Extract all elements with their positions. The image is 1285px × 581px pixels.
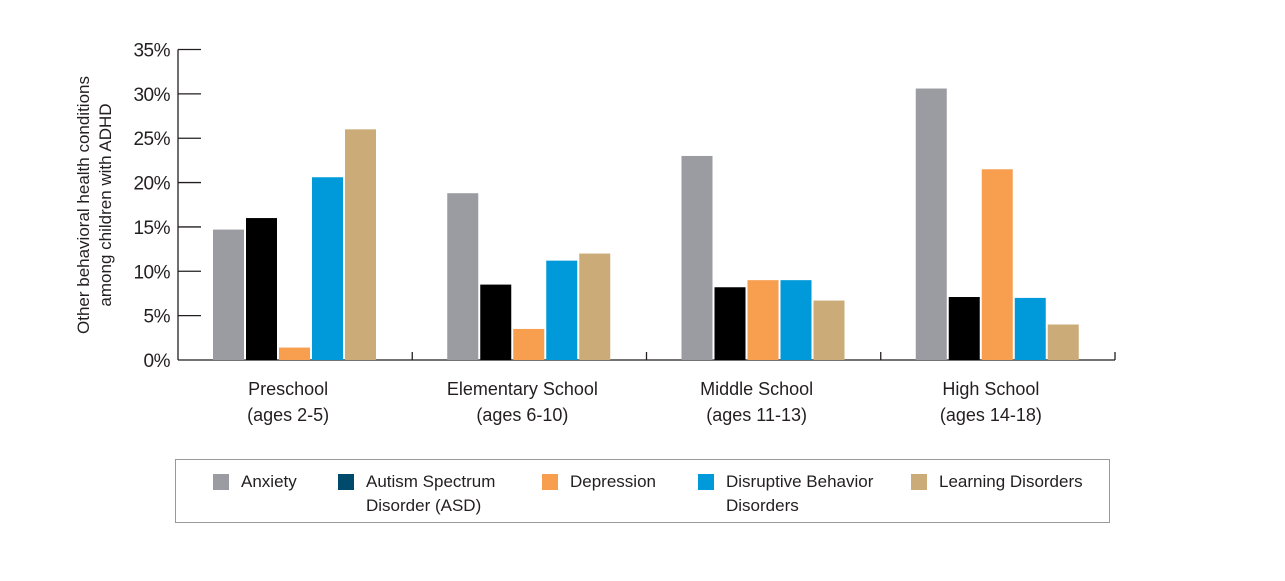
bar-2-3: [981, 169, 1013, 360]
y-tick-label: 25%: [133, 129, 170, 150]
x-category-label: Preschool: [248, 379, 328, 399]
bar-2-0: [279, 347, 310, 360]
bar-0-0: [213, 229, 244, 360]
bar-2-2: [747, 280, 779, 360]
legend-item-asd: Autism Spectrum Disorder (ASD): [338, 470, 495, 518]
bar-3-3: [1014, 297, 1046, 360]
x-category-label: (ages 11-13): [706, 405, 807, 425]
x-category-label: Elementary School: [447, 379, 598, 399]
bar-0-3: [915, 88, 947, 360]
legend-item-anxiety: Anxiety: [213, 470, 297, 494]
legend-label: Disruptive Behavior Disorders: [726, 472, 874, 515]
x-category-label: (ages 6-10): [476, 405, 568, 425]
bar-1-3: [948, 297, 980, 360]
bar-4-0: [345, 129, 376, 360]
bar-0-1: [447, 193, 479, 360]
legend-swatch-asd: [338, 474, 354, 490]
legend-label: Autism Spectrum Disorder (ASD): [366, 472, 496, 515]
y-axis-label-line: Other behavioral health conditions: [74, 76, 93, 334]
bar-1-2: [714, 287, 746, 360]
legend-swatch-anxiety: [213, 474, 229, 490]
legend-label: Depression: [570, 472, 656, 491]
y-tick-label: 35%: [133, 41, 170, 62]
bar-1-1: [480, 284, 512, 360]
legend-label: Anxiety: [241, 472, 297, 491]
legend-swatch-depression: [542, 474, 558, 490]
x-category-label: (ages 2-5): [247, 405, 329, 425]
y-tick-label: 30%: [133, 85, 170, 106]
legend-swatch-disruptive: [698, 474, 714, 490]
legend-swatch-learning: [911, 474, 927, 490]
legend: Anxiety Autism Spectrum Disorder (ASD) D…: [175, 459, 1110, 523]
y-axis-label-line: among children with ADHD: [96, 103, 115, 306]
y-tick-label: 15%: [133, 218, 170, 239]
y-axis-label: Other behavioral health conditions among …: [74, 76, 115, 334]
bar-chart: 0% 5% 10% 15% 20% 25% 30% 35% Other behavioral h…: [74, 41, 1116, 425]
legend-item-disruptive: Disruptive Behavior Disorders: [698, 470, 873, 518]
y-tick-label: 20%: [133, 174, 170, 195]
bar-2-1: [513, 328, 545, 360]
bar-4-3: [1047, 324, 1079, 360]
x-category-label: (ages 14-18): [940, 405, 1042, 425]
y-tick-label: 10%: [133, 262, 170, 283]
bar-3-2: [780, 280, 812, 360]
bar-3-1: [546, 260, 578, 360]
bar-4-2: [813, 300, 845, 360]
bar-4-1: [579, 253, 611, 360]
y-tick-label: 5%: [144, 307, 171, 328]
legend-label: Learning Disorders: [939, 472, 1083, 491]
y-tick-label: 0%: [144, 351, 171, 372]
legend-item-learning: Learning Disorders: [911, 470, 1083, 494]
bar-0-2: [681, 155, 713, 360]
bar-3-0: [312, 177, 343, 360]
x-category-label: Middle School: [700, 379, 813, 399]
x-category-label: High School: [942, 379, 1039, 399]
legend-item-depression: Depression: [542, 470, 656, 494]
bar-1-0: [246, 218, 277, 360]
